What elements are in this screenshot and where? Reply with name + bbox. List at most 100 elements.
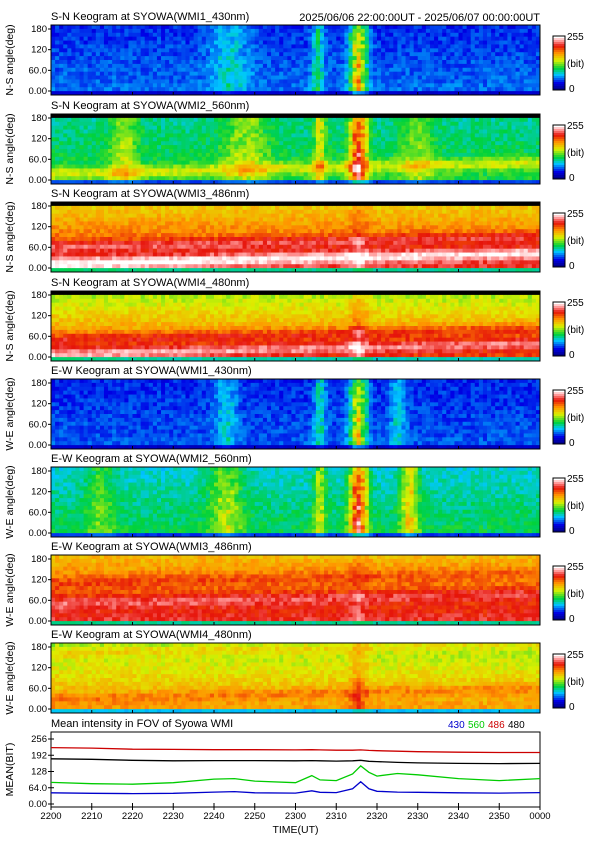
keogram-title: E-W Keogram at SYOWA(WMI3_486nm) <box>51 541 252 553</box>
keogram-ylabel: W-E angle(deg) <box>4 465 16 538</box>
keogram-ylabel: N-S angle(deg) <box>4 113 16 184</box>
keogram-heatmap <box>51 379 541 450</box>
keogram-title: E-W Keogram at SYOWA(WMI2_560nm) <box>51 453 252 465</box>
line-xtick: 2300 <box>285 811 306 822</box>
keogram-title: E-W Keogram at SYOWA(WMI1_430nm) <box>51 365 252 377</box>
colorbar-max: 255 <box>567 32 584 43</box>
legend-486: 486 <box>488 720 505 731</box>
keogram-ytick: 60.0 <box>29 683 48 694</box>
line-xtick: 2250 <box>244 811 265 822</box>
line-xtick: 2330 <box>407 811 428 822</box>
line-ytick: 192 <box>31 750 47 761</box>
keogram-title: E-W Keogram at SYOWA(WMI4_480nm) <box>51 629 252 641</box>
keogram-title: S-N Keogram at SYOWA(WMI4_480nm) <box>51 277 249 289</box>
keogram-panels: S-N Keogram at SYOWA(WMI1_430nm) 180 120 60… <box>4 11 584 715</box>
line-xtick: 0000 <box>529 811 550 822</box>
series-line-480 <box>50 758 541 765</box>
keogram-ytick: 180 <box>31 201 47 212</box>
colorbar-min: 0 <box>569 614 575 625</box>
keogram-ytick: 180 <box>31 466 47 477</box>
keogram-ytick: 60.0 <box>29 154 48 165</box>
colorbar-unit: (bit) <box>567 413 584 424</box>
line-title: Mean intensity in FOV of Syowa WMI <box>51 718 233 730</box>
keogram-ylabel: N-S angle(deg) <box>4 201 16 272</box>
colorbar-min: 0 <box>569 173 575 184</box>
line-xtick: 2320 <box>366 811 387 822</box>
keogram-ytick: 0.00 <box>29 175 48 186</box>
keogram-ytick: 180 <box>31 554 47 565</box>
colorbar: 255 (bit) 0 <box>552 298 584 361</box>
keogram-heatmap <box>51 25 541 96</box>
colorbar-min: 0 <box>569 261 575 272</box>
series-line-430 <box>50 780 541 795</box>
series-line-486 <box>50 746 540 754</box>
colorbar-unit: (bit) <box>567 589 584 600</box>
keogram-ytick: 0.00 <box>29 440 48 451</box>
keogram-ytick: 180 <box>31 642 47 653</box>
keogram-ytick: 180 <box>31 378 47 389</box>
colorbar-unit: (bit) <box>567 677 584 688</box>
keogram-ytick: 180 <box>31 290 47 301</box>
legend-430: 430 <box>448 720 465 731</box>
keogram-panel-4: S-N Keogram at SYOWA(WMI4_480nm) 180 120 60… <box>4 277 584 363</box>
keogram-ytick: 60.0 <box>29 331 48 342</box>
colorbar-max: 255 <box>567 209 584 220</box>
keogram-heatmap <box>51 291 541 362</box>
line-xtick: 2230 <box>163 811 184 822</box>
figure-time-range: 2025/06/06 22:00:00UT - 2025/06/07 00:00… <box>299 12 540 24</box>
keogram-ytick: 120 <box>31 399 47 410</box>
keogram-ytick: 120 <box>31 663 47 674</box>
colorbar-max: 255 <box>567 562 584 573</box>
line-xtick: 2310 <box>326 811 347 822</box>
keogram-heatmap <box>51 114 541 185</box>
keogram-title: S-N Keogram at SYOWA(WMI1_430nm) <box>51 11 249 23</box>
mean-intensity-panel: Mean intensity in FOV of Syowa WMI 256 192… <box>4 718 551 836</box>
colorbar-unit: (bit) <box>567 501 584 512</box>
colorbar-unit: (bit) <box>567 148 584 159</box>
keogram-ytick: 120 <box>31 575 47 586</box>
keogram-ylabel: N-S angle(deg) <box>4 24 16 95</box>
keogram-ytick: 0.00 <box>29 704 48 715</box>
colorbar: 255 (bit) 0 <box>552 209 584 272</box>
colorbar: 255 (bit) 0 <box>552 386 584 449</box>
colorbar-max: 255 <box>567 474 584 485</box>
legend-560: 560 <box>468 720 485 731</box>
colorbar-max: 255 <box>567 298 584 309</box>
keogram-ytick: 120 <box>31 45 47 56</box>
keogram-panel-5: E-W Keogram at SYOWA(WMI1_430nm) 180 120 60… <box>4 365 584 451</box>
legend-480: 480 <box>508 720 525 731</box>
series-line-560 <box>50 765 541 785</box>
keogram-ylabel: W-E angle(deg) <box>4 641 16 714</box>
keogram-ylabel: W-E angle(deg) <box>4 377 16 450</box>
keogram-title: S-N Keogram at SYOWA(WMI2_560nm) <box>51 100 249 112</box>
colorbar-min: 0 <box>569 350 575 361</box>
line-ytick: 256 <box>31 734 47 745</box>
keogram-ytick: 120 <box>31 134 47 145</box>
keogram-ytick: 60.0 <box>29 419 48 430</box>
colorbar-min: 0 <box>569 526 575 537</box>
colorbar: 255 (bit) 0 <box>552 474 584 537</box>
keogram-ytick: 120 <box>31 487 47 498</box>
line-xtick: 2220 <box>122 811 143 822</box>
keogram-ylabel: N-S angle(deg) <box>4 290 16 361</box>
keogram-ytick: 0.00 <box>29 616 48 627</box>
keogram-ytick: 180 <box>31 113 47 124</box>
colorbar-max: 255 <box>567 121 584 132</box>
keogram-ytick: 0.00 <box>29 528 48 539</box>
colorbar-min: 0 <box>569 702 575 713</box>
keogram-heatmap <box>51 643 541 714</box>
keogram-ytick: 0.00 <box>29 352 48 363</box>
keogram-panel-1: S-N Keogram at SYOWA(WMI1_430nm) 180 120 60… <box>4 11 584 97</box>
line-ytick: 64.0 <box>29 783 48 794</box>
colorbar-unit: (bit) <box>567 59 584 70</box>
line-ylabel: MEAN(BIT) <box>4 743 16 797</box>
colorbar-max: 255 <box>567 650 584 661</box>
keogram-ytick: 120 <box>31 311 47 322</box>
keogram-panel-7: E-W Keogram at SYOWA(WMI3_486nm) 180 120 60… <box>4 541 584 627</box>
keogram-ytick: 60.0 <box>29 65 48 76</box>
colorbar: 255 (bit) 0 <box>552 650 584 713</box>
colorbar: 255 (bit) 0 <box>552 121 584 184</box>
keogram-panel-8: E-W Keogram at SYOWA(WMI4_480nm) 180 120 60… <box>4 629 584 715</box>
keogram-heatmap <box>51 467 541 538</box>
line-xtick: 2200 <box>40 811 61 822</box>
